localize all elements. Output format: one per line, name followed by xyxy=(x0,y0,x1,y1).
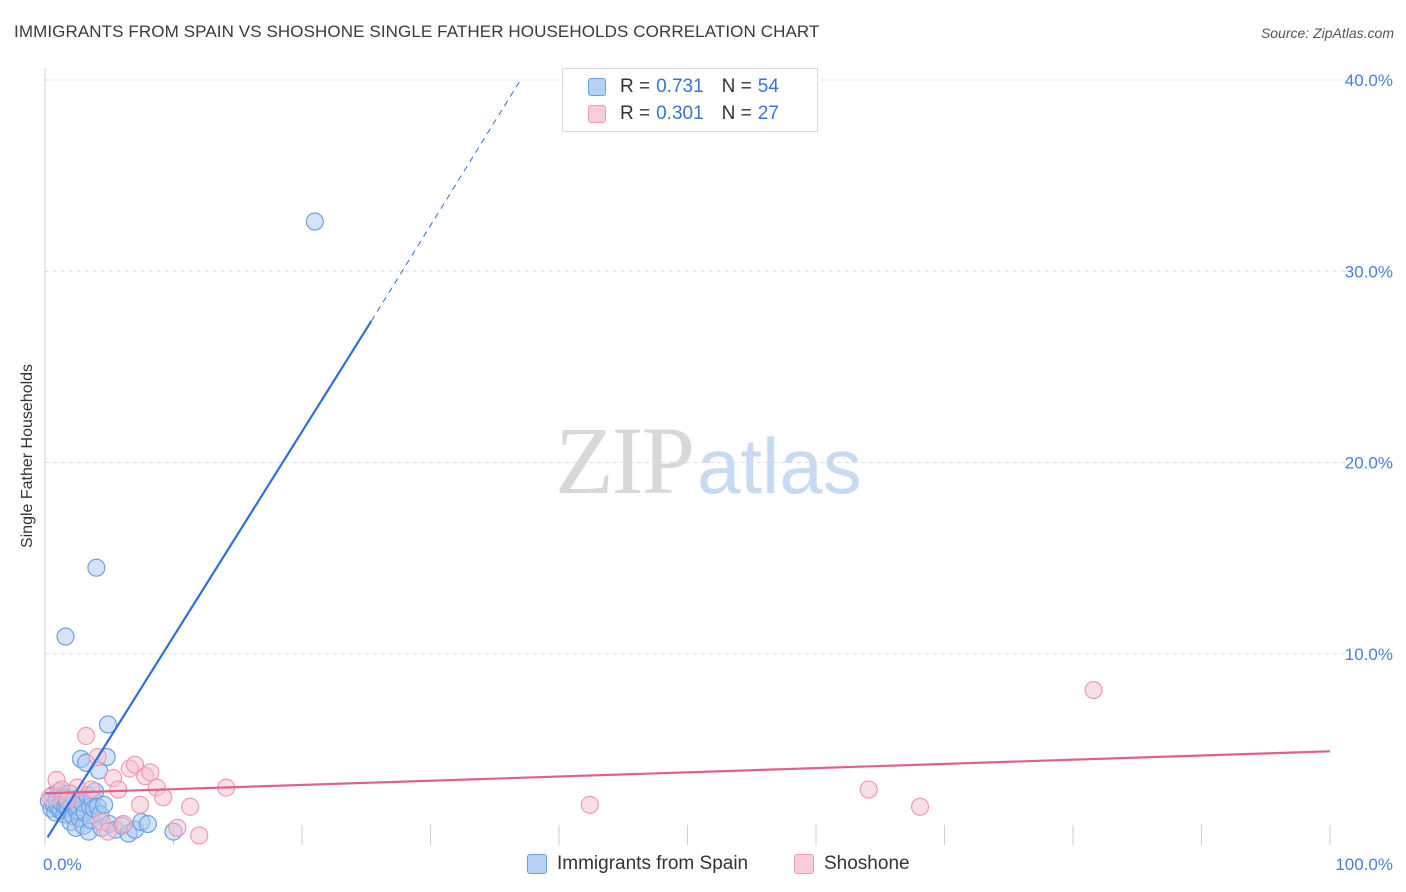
legend-swatch-spain xyxy=(588,78,606,96)
data-point-shoshone xyxy=(77,726,96,746)
data-point-shoshone xyxy=(859,780,878,799)
legend-n-label: N = xyxy=(721,103,752,124)
x-tick-label: 100.0% xyxy=(1335,855,1393,874)
trend-line-spain xyxy=(46,320,373,838)
bottom-legend-swatch-shoshone xyxy=(794,854,814,874)
trend-line-extension-spain xyxy=(370,79,521,322)
legend-r-value-spain: 0.731 xyxy=(656,76,704,97)
data-point-shoshone xyxy=(141,763,160,782)
chart-title: IMMIGRANTS FROM SPAIN VS SHOSHONE SINGLE… xyxy=(14,22,820,41)
y-tick-label: 20.0% xyxy=(1345,454,1393,473)
data-point-shoshone xyxy=(1084,680,1103,700)
data-point-spain xyxy=(95,795,114,814)
legend-swatch-shoshone xyxy=(588,105,606,123)
bottom-legend-spain[interactable]: Immigrants from Spain xyxy=(527,852,748,876)
data-point-shoshone xyxy=(168,818,187,837)
data-point-shoshone xyxy=(910,797,930,816)
data-point-spain xyxy=(305,212,324,231)
data-point-spain xyxy=(98,715,118,734)
bottom-legend-label-shoshone: Shoshone xyxy=(824,853,910,874)
legend-n-value-shoshone: 27 xyxy=(757,103,779,124)
axes-layer xyxy=(44,68,1331,845)
legend-r-value-shoshone: 0.301 xyxy=(656,103,704,124)
watermark-zip: ZIP xyxy=(555,407,695,514)
data-point-shoshone xyxy=(109,780,128,799)
y-tick-label: 10.0% xyxy=(1345,645,1393,664)
legend-row-shoshone: R = 0.301 N = 27 xyxy=(588,102,779,126)
tick-label-layer: 10.0% 20.0% 30.0% 40.0% 0.0% 100.0% xyxy=(43,71,1393,874)
data-point-shoshone xyxy=(580,795,599,814)
legend-r-label: R = xyxy=(620,103,651,124)
y-tick-label: 40.0% xyxy=(1345,71,1393,90)
data-point-shoshone xyxy=(154,788,173,807)
legend-row-spain: R = 0.731 N = 54 xyxy=(588,75,779,99)
grid-layer xyxy=(45,79,1345,655)
watermark-atlas: atlas xyxy=(697,422,862,510)
data-point-shoshone xyxy=(82,780,101,799)
data-point-shoshone xyxy=(181,797,200,816)
data-point-spain xyxy=(87,558,106,577)
data-point-spain xyxy=(138,814,157,834)
stats-legend: R = 0.731 N = 54 R = 0.301 N = 27 xyxy=(562,68,818,132)
data-point-shoshone xyxy=(130,795,150,814)
bottom-legend-swatch-spain xyxy=(527,854,547,874)
legend-r-label: R = xyxy=(620,76,651,97)
trend-line-shoshone xyxy=(44,750,1331,795)
data-point-shoshone xyxy=(190,826,209,845)
data-point-spain xyxy=(56,627,75,646)
points-layer xyxy=(39,212,1103,845)
watermark: ZIPatlas xyxy=(555,405,862,516)
data-point-shoshone xyxy=(114,814,133,834)
x-tick-label: 0.0% xyxy=(43,855,82,874)
data-point-shoshone xyxy=(125,755,145,774)
trend-layer xyxy=(44,79,1331,838)
legend-n-value-spain: 54 xyxy=(757,76,779,97)
bottom-legend-label-spain: Immigrants from Spain xyxy=(557,853,749,874)
bottom-legend-shoshone[interactable]: Shoshone xyxy=(794,852,910,876)
source-label: Source: ZipAtlas.com xyxy=(1260,25,1394,41)
legend-n-label: N = xyxy=(721,76,752,97)
y-tick-label: 30.0% xyxy=(1345,262,1393,281)
data-point-shoshone xyxy=(98,822,118,841)
